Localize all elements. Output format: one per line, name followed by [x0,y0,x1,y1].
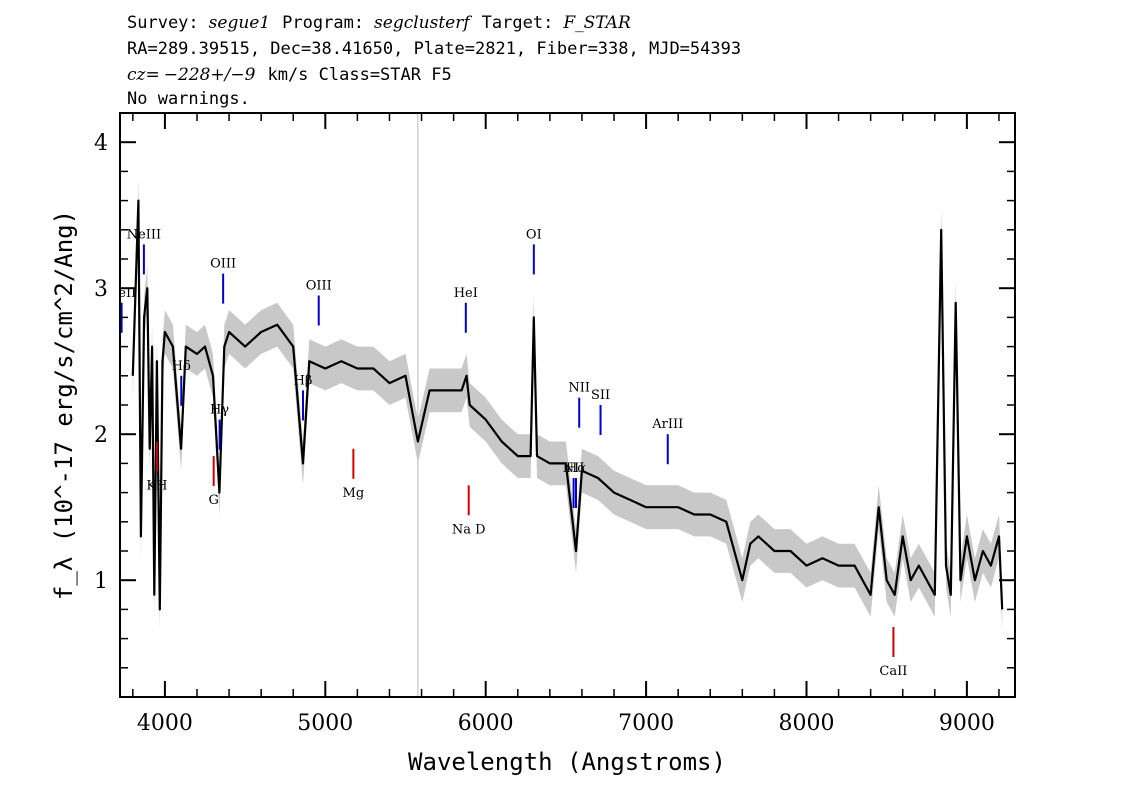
program-label: Program: [282,13,364,33]
emission-line-label: Hα [566,461,586,476]
survey-label: Survey: [127,13,199,33]
x-tick-label: 6000 [458,711,514,736]
emission-line-label: NII [563,461,585,476]
x-tick-label: 4000 [137,711,193,736]
header-line-2: RA=289.39515, Dec=38.41650, Plate=2821, … [127,39,741,59]
y-tick-label: 4 [94,131,108,156]
x-tick-label: 9000 [939,711,995,736]
emission-line-label: HeI [454,286,478,301]
emission-line-label: OIII [210,257,236,272]
emission-line-label: Hβ [294,373,313,388]
header-line-3: cz= −228+/−9 km/s Class=STAR F5 [127,65,452,85]
program-value: segclusterf [374,13,472,33]
absorption-line-label: KH [146,479,167,494]
cz-value: −228+/−9 [164,65,256,85]
absorption-line-label: Na D [452,522,486,537]
y-tick-label: 3 [94,277,108,302]
header-line-4: No warnings. [127,89,250,109]
emission-line-label: Hγ [210,403,229,418]
class-text: km/s Class=STAR F5 [267,65,451,85]
emission-line-label: SII [591,388,610,403]
x-axis-label: Wavelength (Angstroms) [408,748,726,776]
axis-ticks: 4000 5000 6000 7000 8000 9000 1 2 3 4 [94,113,1015,736]
y-tick-label: 1 [94,569,108,594]
y-axis-label: f_λ (10^-17 erg/s/cm^2/Ang) [50,210,78,600]
emission-line-label: NII [568,381,590,396]
error-band [132,178,1003,632]
x-tick-label: 8000 [778,711,834,736]
x-tick-label: 7000 [618,711,674,736]
chart-header: Survey: segue1 Program: segclusterf Targ… [127,13,741,109]
y-tick-label: 2 [94,423,108,448]
emission-line-label: ArIII [651,417,683,432]
emission-line-label: Hδ [172,359,191,374]
absorption-line-label: Mg [343,486,365,501]
absorption-line-label: G [208,493,218,508]
plot-frame [119,112,1016,698]
emission-line-label: OI [526,227,542,242]
target-value: F_STAR [562,13,631,33]
cz-label: cz= [127,65,160,85]
emission-line-label: HeII [107,286,136,301]
flux-series-line [131,199,1004,611]
emission-line-label: NeIII [127,227,161,242]
target-label: Target: [482,13,554,33]
survey-value: segue1 [209,13,271,33]
absorption-line-label: CaII [879,664,907,679]
x-tick-label: 5000 [297,711,353,736]
emission-line-label: OIII [306,279,332,294]
header-line-1: Survey: segue1 Program: segclusterf Targ… [127,13,631,33]
